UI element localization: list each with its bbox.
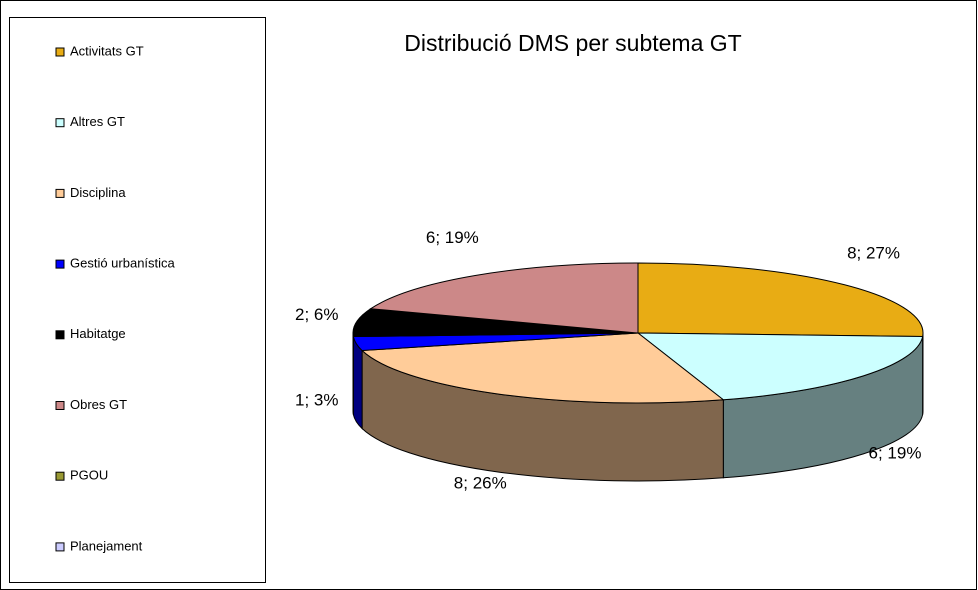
legend-swatch (55, 471, 65, 481)
legend-label: PGOU (70, 468, 108, 483)
pie-side (352, 336, 363, 430)
pie-slice (637, 262, 924, 338)
data-label: 6; 19% (869, 444, 922, 463)
pie-slice (352, 308, 639, 338)
legend-swatch (55, 47, 65, 57)
data-label: 2; 6% (295, 305, 338, 324)
legend-swatch (55, 259, 65, 269)
legend-swatch (55, 188, 65, 198)
legend-label: Gestió urbanística (70, 256, 176, 271)
legend-label: Altres GT (70, 114, 125, 129)
data-label: 1; 3% (295, 391, 338, 410)
chart-title: Distribució DMS per subtema GT (404, 30, 741, 56)
legend-label: Activitats GT (70, 43, 144, 58)
legend-swatch (55, 401, 65, 410)
pie-slice (360, 332, 725, 404)
data-label: 8; 27% (847, 243, 900, 262)
legend-box (9, 17, 266, 583)
legend-label: Disciplina (70, 185, 126, 200)
legend-swatch (55, 118, 65, 128)
legend-label: Planejament (70, 538, 143, 553)
legend-swatch (55, 542, 65, 552)
data-label: 6; 19% (426, 228, 479, 247)
legend-label: Habitatge (70, 326, 126, 341)
legend-swatch (55, 330, 65, 340)
pie-slice (636, 332, 924, 401)
pie-slice (369, 262, 639, 334)
legend-label: Obres GT (70, 397, 127, 412)
data-label: 8; 26% (454, 474, 507, 493)
